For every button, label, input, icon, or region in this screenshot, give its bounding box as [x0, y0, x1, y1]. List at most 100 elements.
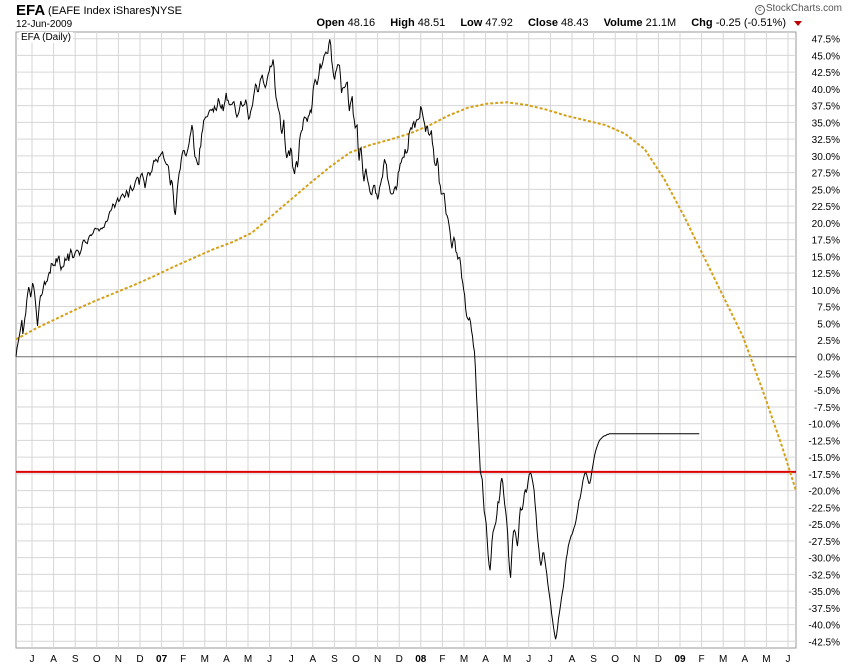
x-tick-label: J: [786, 654, 791, 665]
ticker-description: (EAFE Index iShares): [48, 5, 155, 17]
y-tick-label: -25.0%: [808, 520, 840, 531]
volume-label: Volume: [603, 17, 643, 29]
chart-date: 12-Jun-2009: [16, 19, 73, 30]
x-tick-label: N: [115, 654, 122, 665]
y-tick-label: -12.5%: [808, 436, 840, 447]
y-tick-label: -35.0%: [808, 587, 840, 598]
exchange-label: NYSE: [152, 5, 182, 17]
high-value: 48.51: [417, 17, 446, 29]
x-tick-label: A: [741, 654, 748, 665]
panel-label: EFA (Daily): [19, 32, 74, 43]
y-tick-label: 30.0%: [812, 152, 840, 163]
y-tick-label: -7.5%: [814, 403, 840, 414]
y-tick-label: -22.5%: [808, 503, 840, 514]
x-tick-label: J: [30, 654, 35, 665]
x-tick-label: S: [72, 654, 79, 665]
x-axis-labels: J A S O N D 07 F M A M J J A S O N D 08 F M A M J J A S O N D 09 F M A M J: [30, 654, 791, 665]
low-value: 47.92: [485, 17, 513, 29]
close-value: 48.43: [561, 17, 589, 29]
chg-value: -0.25 (-0.51%): [715, 17, 786, 29]
x-tick-label: J: [267, 654, 272, 665]
y-tick-label: -32.5%: [808, 570, 840, 581]
y-tick-label: -15.0%: [808, 453, 840, 464]
x-tick-label: M: [719, 654, 727, 665]
y-tick-label: 40.0%: [812, 85, 840, 96]
y-tick-label: 17.5%: [812, 236, 840, 247]
open-value: 48.16: [347, 17, 376, 29]
y-tick-label: -30.0%: [808, 554, 840, 565]
y-tick-label: 20.0%: [812, 219, 840, 230]
y-tick-label: 7.5%: [817, 303, 840, 314]
x-tick-label: 09: [674, 654, 686, 665]
grid-lines: [16, 32, 796, 648]
low-label: Low: [460, 17, 483, 29]
price-line: [15, 39, 700, 640]
x-tick-label: M: [201, 654, 209, 665]
x-tick-label: O: [93, 654, 101, 665]
y-tick-label: -10.0%: [808, 420, 840, 431]
y-tick-label: 25.0%: [812, 185, 840, 196]
quote-summary: Open 48.16 High 48.51 Low 47.92 Close 48…: [316, 17, 798, 29]
close-label: Close: [527, 17, 558, 29]
brand-name: StockCharts.com: [765, 3, 842, 14]
x-tick-label: F: [180, 654, 186, 665]
x-tick-label: S: [590, 654, 597, 665]
chg-label: Chg: [691, 17, 713, 29]
x-tick-label: D: [396, 654, 403, 665]
y-tick-label: 0.0%: [817, 353, 840, 364]
x-tick-label: N: [374, 654, 381, 665]
y-tick-label: -27.5%: [808, 537, 840, 548]
y-tick-label: 32.5%: [812, 135, 840, 146]
x-tick-label: A: [569, 654, 576, 665]
y-tick-label: 37.5%: [812, 102, 840, 113]
ticker-symbol: EFA: [16, 2, 46, 19]
x-tick-label: N: [633, 654, 640, 665]
y-axis-labels: 47.5% 45.0% 42.5% 40.0% 37.5% 35.0% 32.5% 30.0%…: [808, 35, 840, 649]
y-tick-label: 12.5%: [812, 269, 840, 280]
x-tick-label: M: [503, 654, 511, 665]
y-tick-label: -42.5%: [808, 637, 840, 648]
x-tick-label: M: [460, 654, 468, 665]
x-tick-label: S: [331, 654, 338, 665]
high-label: High: [390, 17, 415, 29]
y-tick-label: 15.0%: [812, 252, 840, 263]
x-tick-label: A: [223, 654, 230, 665]
y-tick-label: -40.0%: [808, 621, 840, 632]
volume-value: 21.1M: [645, 17, 677, 29]
y-tick-label: -37.5%: [808, 604, 840, 615]
y-tick-label: -17.5%: [808, 470, 840, 481]
x-tick-label: A: [309, 654, 316, 665]
x-tick-label: J: [526, 654, 531, 665]
x-tick-label: M: [762, 654, 770, 665]
brand-link[interactable]: c StockCharts.com: [754, 3, 842, 15]
y-tick-label: 5.0%: [817, 319, 840, 330]
y-tick-label: 10.0%: [812, 286, 840, 297]
y-tick-label: -2.5%: [814, 369, 840, 380]
x-tick-label: O: [352, 654, 360, 665]
y-tick-label: -20.0%: [808, 487, 840, 498]
x-tick-label: A: [50, 654, 57, 665]
x-tick-label: D: [136, 654, 143, 665]
y-tick-label: -5.0%: [814, 386, 840, 397]
x-tick-label: J: [289, 654, 294, 665]
x-tick-label: A: [482, 654, 489, 665]
x-tick-label: F: [699, 654, 705, 665]
y-tick-label: 35.0%: [812, 118, 840, 129]
x-tick-label: O: [611, 654, 619, 665]
x-tick-label: 08: [415, 654, 427, 665]
x-tick-label: M: [244, 654, 252, 665]
x-tick-label: 07: [156, 654, 168, 665]
y-tick-label: 27.5%: [812, 169, 840, 180]
y-tick-label: 2.5%: [817, 336, 840, 347]
x-tick-label: J: [548, 654, 553, 665]
x-tick-label: D: [655, 654, 662, 665]
y-tick-label: 47.5%: [812, 35, 840, 46]
y-tick-label: 42.5%: [812, 68, 840, 79]
copyright-icon: c: [754, 5, 765, 15]
open-label: Open: [316, 17, 345, 29]
down-triangle-icon: [794, 21, 802, 26]
y-tick-label: 45.0%: [812, 51, 840, 62]
chart-header: EFA (EAFE Index iShares) NYSE 12-Jun-200…: [0, 0, 850, 36]
x-tick-label: F: [439, 654, 445, 665]
